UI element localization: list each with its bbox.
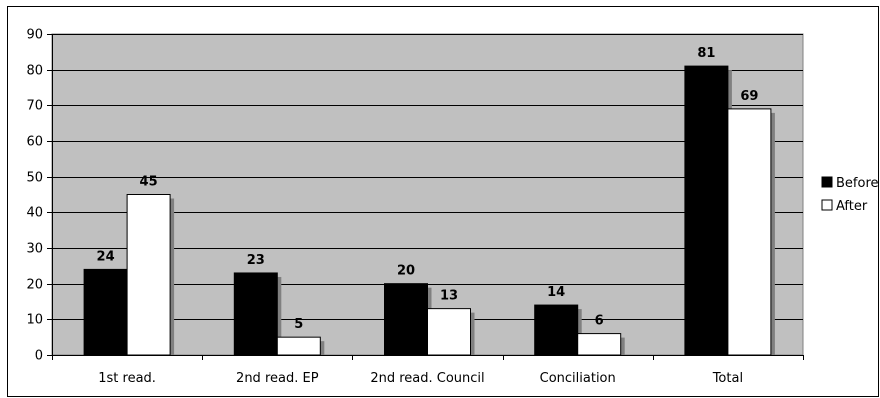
x-category-label: Conciliation [540,371,616,386]
y-tick-label: 80 [26,64,43,79]
bar-before [384,283,428,356]
data-label: 6 [595,314,604,329]
x-category-label: 2nd read. EP [236,371,319,386]
y-tick-label: 20 [26,278,43,293]
y-tick-label: 70 [26,99,43,114]
bar-before [233,272,278,356]
x-category-label: 2nd read. Council [370,371,484,386]
y-tick-label: 90 [26,28,43,43]
y-tick-label: 10 [26,313,43,328]
data-label: 69 [740,89,758,104]
y-tick-label: 40 [26,206,43,221]
legend-label-before: Before [836,176,879,191]
bar-after [126,194,171,356]
legend-swatch-after [821,199,833,211]
bar-after [427,308,471,356]
data-label: 45 [140,175,158,190]
data-label: 14 [547,285,565,300]
y-tick-label: 60 [26,135,43,150]
y-tick-label: 0 [35,349,43,364]
bar-after [727,108,772,356]
x-category-label: Total [712,371,743,386]
bar-before [684,65,729,356]
bar-before [534,304,579,356]
legend-swatch-before [821,176,833,188]
data-label: 81 [697,46,715,61]
y-tick-label: 50 [26,171,43,186]
y-tick-label: 30 [26,242,43,257]
data-label: 20 [397,264,415,279]
data-label: 13 [440,289,458,304]
legend-label-after: After [836,199,868,214]
bar-after [276,336,321,356]
chart-frame [7,6,879,397]
bar-after [577,333,622,356]
data-label: 5 [294,317,303,332]
data-label: 24 [97,249,115,264]
data-label: 23 [247,253,265,268]
bar-before [83,268,128,356]
x-category-label: 1st read. [98,371,156,386]
